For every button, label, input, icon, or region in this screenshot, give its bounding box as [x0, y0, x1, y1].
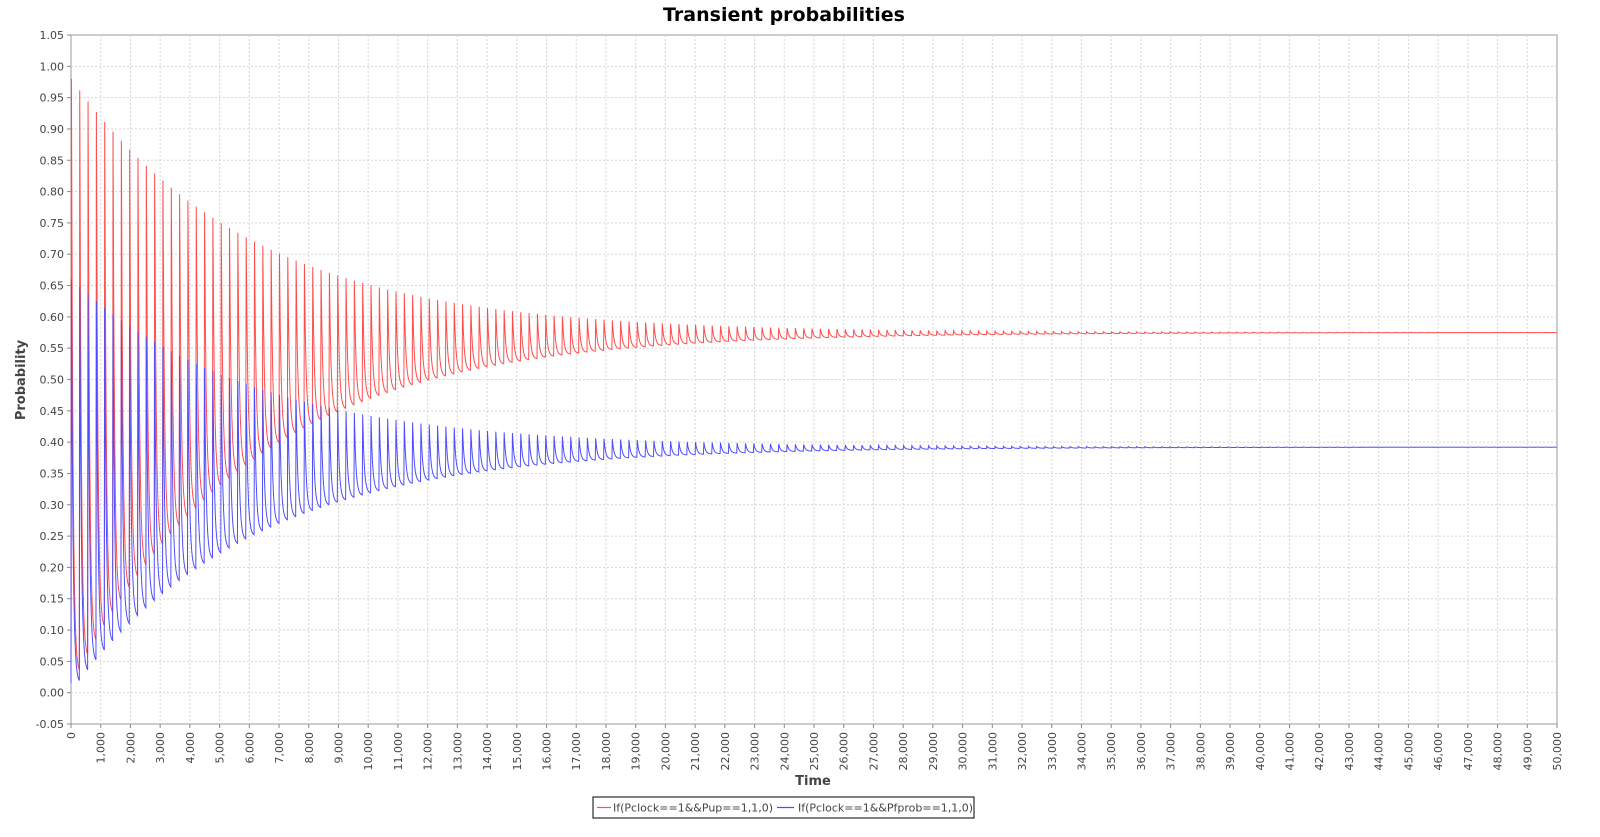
- x-tick-label: 26,000: [838, 732, 851, 771]
- x-tick-label: 35,000: [1105, 732, 1118, 771]
- x-tick-label: 34,000: [1075, 732, 1088, 771]
- x-axis-label: Time: [795, 774, 831, 789]
- y-tick-label: 0.85: [40, 154, 65, 167]
- x-tick-label: 9,000: [332, 732, 345, 764]
- x-tick-label: 39,000: [1224, 732, 1237, 771]
- x-tick-label: 28,000: [897, 732, 910, 771]
- x-tick-label: 4,000: [184, 732, 197, 764]
- chart-title: Transient probabilities: [663, 4, 905, 26]
- x-tick-label: 13,000: [451, 732, 464, 771]
- legend-label-red: If(Pclock==1&&Pup==1,1,0): [613, 802, 773, 815]
- x-tick-label: 49,000: [1521, 732, 1534, 771]
- y-axis-ticks: -0.05 0.00 0.05 0.10 0.15 0.20 0.25 0.30 0.35 0.4…: [36, 29, 71, 731]
- x-tick-label: 40,000: [1254, 732, 1267, 771]
- x-tick-label: 47,000: [1462, 732, 1475, 771]
- x-tick-label: 15,000: [511, 732, 524, 771]
- x-tick-label: 37,000: [1165, 732, 1178, 771]
- y-tick-label: 0.00: [40, 687, 65, 700]
- x-tick-label: 46,000: [1432, 732, 1445, 771]
- x-tick-label: 27,000: [867, 732, 880, 771]
- y-tick-label: 0.10: [40, 624, 65, 637]
- x-tick-label: 31,000: [986, 732, 999, 771]
- series-layer: [70, 78, 1557, 684]
- x-tick-label: 2,000: [124, 732, 137, 764]
- x-tick-label: 10,000: [362, 732, 375, 771]
- x-tick-label: 19,000: [630, 732, 643, 771]
- y-tick-label: 0.95: [40, 92, 65, 105]
- grid-layer: [71, 35, 1557, 724]
- y-tick-label: 0.45: [40, 405, 65, 418]
- x-tick-label: 17,000: [570, 732, 583, 771]
- series-line-1: [70, 279, 1557, 684]
- x-tick-label: 11,000: [392, 732, 405, 771]
- x-tick-label: 30,000: [957, 732, 970, 771]
- y-tick-label: 0.25: [40, 530, 65, 543]
- y-axis-label: Probability: [14, 339, 29, 420]
- x-axis-ticks: 0 1,000 2,000 3,000 4,000 5,000 6,000 7,000 8,00…: [65, 724, 1564, 771]
- y-tick-label: 0.30: [40, 499, 65, 512]
- y-tick-label: 0.80: [40, 186, 65, 199]
- y-tick-label: 0.35: [40, 467, 65, 480]
- x-tick-label: 43,000: [1343, 732, 1356, 771]
- y-tick-label: 0.60: [40, 311, 65, 324]
- x-tick-label: 3,000: [154, 732, 167, 764]
- legend-label-blue: If(Pclock==1&&Pfprob==1,1,0): [798, 802, 973, 815]
- x-tick-label: 14,000: [481, 732, 494, 771]
- series-line-0: [70, 78, 1557, 674]
- x-tick-label: 25,000: [808, 732, 821, 771]
- x-tick-label: 8,000: [303, 732, 316, 764]
- y-tick-label: 1.00: [40, 60, 65, 73]
- x-tick-label: 48,000: [1492, 732, 1505, 771]
- y-tick-label: 0.05: [40, 655, 65, 668]
- y-tick-label: -0.05: [36, 718, 64, 731]
- x-tick-label: 24,000: [778, 732, 791, 771]
- x-tick-label: 38,000: [1194, 732, 1207, 771]
- x-tick-label: 45,000: [1402, 732, 1415, 771]
- x-tick-label: 6,000: [243, 732, 256, 764]
- x-tick-label: 42,000: [1313, 732, 1326, 771]
- y-tick-label: 0.70: [40, 248, 65, 261]
- x-tick-label: 32,000: [1016, 732, 1029, 771]
- x-tick-label: 5,000: [214, 732, 227, 764]
- x-tick-label: 18,000: [600, 732, 613, 771]
- x-tick-label: 50,000: [1551, 732, 1564, 771]
- y-tick-label: 0.20: [40, 561, 65, 574]
- x-tick-label: 33,000: [1046, 732, 1059, 771]
- x-tick-label: 44,000: [1373, 732, 1386, 771]
- x-tick-label: 7,000: [273, 732, 286, 764]
- x-tick-label: 12,000: [422, 732, 435, 771]
- legend: If(Pclock==1&&Pup==1,1,0) If(Pclock==1&&…: [592, 796, 975, 819]
- y-tick-label: 0.15: [40, 593, 65, 606]
- y-tick-label: 1.05: [40, 29, 65, 42]
- x-tick-label: 21,000: [689, 732, 702, 771]
- x-tick-label: 23,000: [749, 732, 762, 771]
- y-tick-label: 0.50: [40, 374, 65, 387]
- y-tick-label: 0.55: [40, 342, 65, 355]
- x-tick-label: 20,000: [659, 732, 672, 771]
- y-tick-label: 0.90: [40, 123, 65, 136]
- x-tick-label: 36,000: [1135, 732, 1148, 771]
- x-tick-label: 0: [65, 732, 78, 739]
- x-tick-label: 29,000: [927, 732, 940, 771]
- y-tick-label: 0.65: [40, 280, 65, 293]
- x-tick-label: 16,000: [541, 732, 554, 771]
- y-tick-label: 0.40: [40, 436, 65, 449]
- x-tick-label: 22,000: [719, 732, 732, 771]
- x-tick-label: 41,000: [1284, 732, 1297, 771]
- y-tick-label: 0.75: [40, 217, 65, 230]
- x-tick-label: 1,000: [95, 732, 108, 764]
